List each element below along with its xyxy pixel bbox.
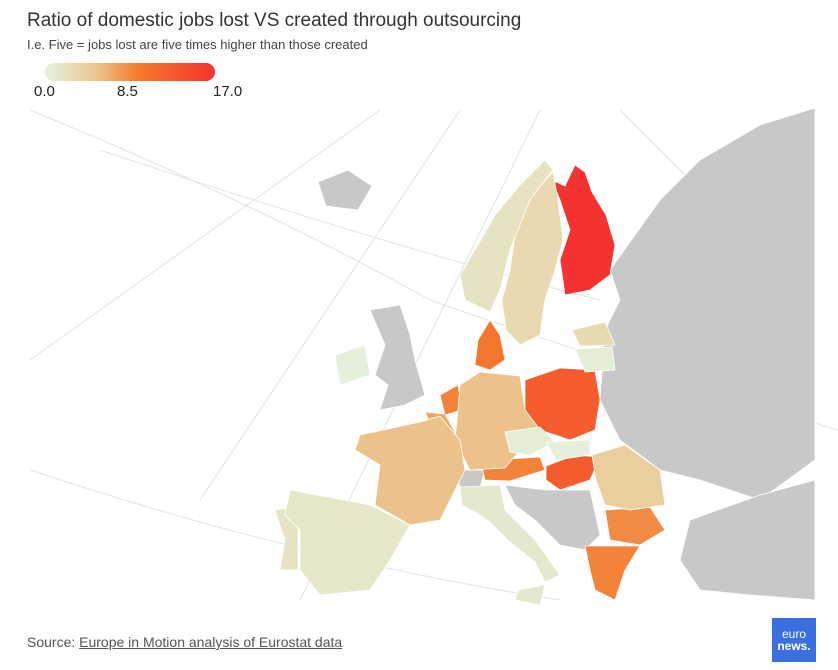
country-spain[interactable]: [284, 489, 411, 596]
country-france[interactable]: [354, 415, 466, 526]
country-slovakia[interactable]: [545, 439, 591, 461]
country-norway[interactable]: [459, 159, 554, 313]
country-uk: [369, 304, 426, 411]
country-italy[interactable]: [459, 484, 561, 606]
chart-subtitle: I.e. Five = jobs lost are five times hig…: [27, 37, 368, 52]
country-russia-region: [599, 107, 816, 501]
country-bulgaria[interactable]: [604, 506, 666, 546]
source-note: Source: Europe in Motion analysis of Eur…: [27, 634, 342, 650]
country-czechia[interactable]: [504, 426, 556, 456]
europe-map: [29, 107, 838, 606]
country-ireland[interactable]: [334, 344, 371, 386]
country-turkey: [679, 479, 816, 601]
country-lithuania[interactable]: [574, 346, 616, 373]
logo-text-top: euro: [781, 627, 807, 641]
country-romania[interactable]: [591, 444, 666, 511]
legend-tick-mid: 8.5: [117, 83, 138, 100]
chart-title: Ratio of domestic jobs lost VS created t…: [27, 10, 522, 31]
source-link[interactable]: Europe in Motion analysis of Eurostat da…: [79, 634, 343, 650]
color-scale-legend: [45, 63, 215, 81]
country-hungary[interactable]: [545, 454, 601, 491]
country-latvia[interactable]: [571, 321, 616, 347]
country-denmark[interactable]: [474, 319, 506, 371]
country-iceland: [317, 169, 373, 211]
euronews-logo: euro news.: [772, 618, 816, 662]
legend-tick-min: 0.0: [34, 83, 55, 100]
country-greece[interactable]: [584, 545, 641, 601]
legend-tick-max: 17.0: [213, 83, 243, 100]
logo-text-bottom: news.: [777, 639, 811, 653]
source-label: Source:: [27, 634, 80, 650]
